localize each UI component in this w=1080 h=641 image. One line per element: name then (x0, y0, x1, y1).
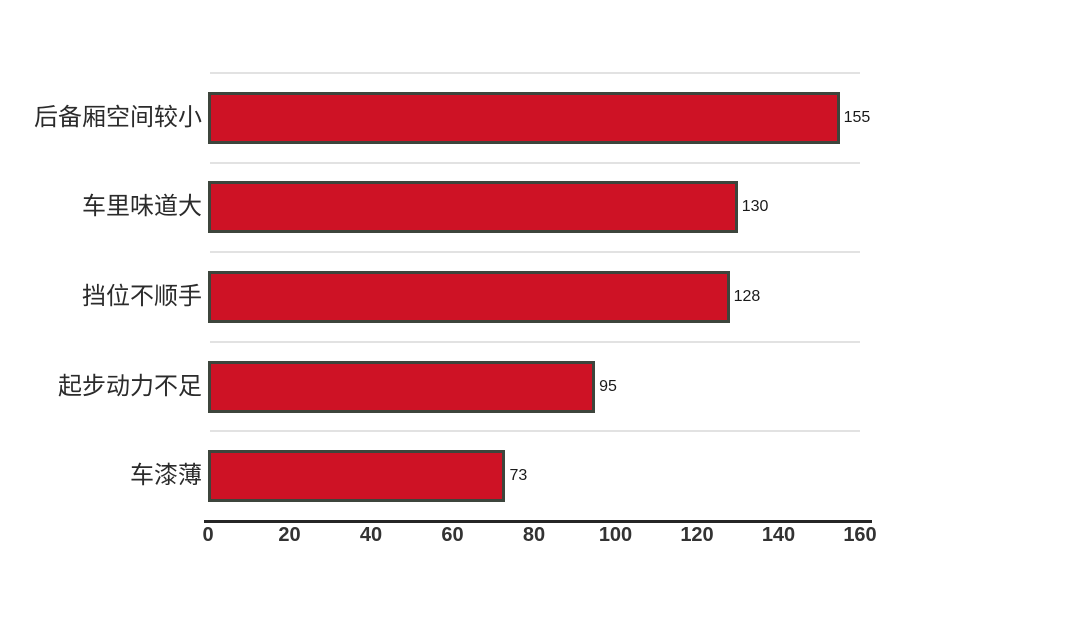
x-axis-tick-label: 160 (843, 524, 877, 546)
x-axis-tick-label: 40 (359, 524, 383, 546)
x-axis-tick-label: 20 (278, 524, 301, 546)
x-axis-line (204, 520, 872, 523)
bar-value-label: 130 (741, 198, 769, 216)
bar (208, 360, 596, 413)
row-gridline (210, 161, 860, 164)
x-axis-tick-label: 60 (441, 524, 464, 546)
category-label: 车里味道大 (82, 193, 202, 221)
bar (208, 271, 730, 323)
x-axis-tick-label: 100 (598, 524, 633, 546)
category-label: 起步动力不足 (58, 372, 202, 400)
x-axis-tick-label: 140 (761, 524, 796, 546)
row-gridline (210, 251, 860, 254)
bar (208, 450, 506, 503)
row-gridline (210, 430, 860, 433)
plot-area: 后备厢空间较小 155 车里味道大 130 挡位不顺手 128 起步动力不足 95 车漆薄 73 (34, 72, 872, 523)
row-gridline (210, 72, 860, 74)
category-label: 挡位不顺手 (82, 283, 202, 310)
bar-value-label: 95 (599, 377, 617, 395)
bar-value-label: 73 (509, 467, 528, 485)
bar-value-label: 128 (733, 288, 761, 305)
row-gridline (210, 340, 860, 343)
x-axis-tick-label: 80 (522, 524, 546, 546)
bar (208, 91, 840, 144)
category-label: 车漆薄 (130, 462, 202, 490)
x-axis-tick-label: 120 (680, 524, 714, 546)
bar (208, 181, 738, 234)
x-axis-tick-label: 0 (202, 524, 214, 546)
category-label: 后备厢空间较小 (34, 103, 202, 131)
bar-value-label: 155 (843, 108, 871, 126)
